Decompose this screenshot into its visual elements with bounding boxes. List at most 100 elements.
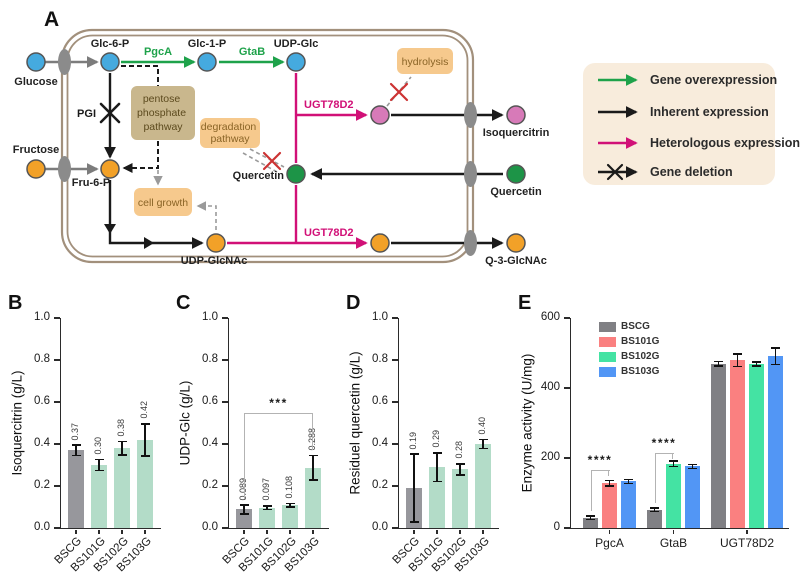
bar (137, 439, 153, 528)
glc6p-node (100, 52, 120, 72)
x-tick-mark (672, 529, 675, 534)
svg-text:Gene deletion: Gene deletion (650, 165, 733, 179)
pentose-box (131, 86, 195, 140)
error-bar-cap (733, 365, 742, 368)
error-bar-cap (650, 507, 659, 509)
fructose-node (26, 159, 46, 179)
x-tick-mark (312, 529, 314, 534)
error-bar-cap (239, 512, 249, 515)
svg-text:hydrolysis: hydrolysis (402, 56, 449, 68)
bar (305, 467, 321, 528)
svg-text:degradation pathway: degradation pathway (201, 121, 259, 145)
svg-text:Quercetin: Quercetin (490, 186, 542, 198)
bar-value-label: 0.42 (139, 401, 149, 419)
panel-b-letter: B (8, 292, 23, 314)
plot-area: 0.089BSCG0.097BS101G0.108BS102G0.288BS10… (221, 318, 329, 572)
degradation-box (200, 118, 260, 148)
y-tick-mark (392, 527, 398, 529)
error-bar-cap (117, 440, 127, 443)
error-bar-cap (478, 438, 488, 441)
y-tick-mark (564, 317, 570, 319)
mid-arrowhead-right (144, 237, 154, 249)
y-tick-label: 0.4 (372, 436, 388, 449)
error-bar-line (459, 462, 461, 476)
svg-text:Heterologous expression: Heterologous expression (650, 136, 800, 150)
error-bar-cap (117, 453, 127, 456)
y-tick-label: 200 (540, 450, 560, 463)
x-tick-mark (121, 529, 123, 534)
bar-value-label: 0.40 (477, 417, 487, 435)
q3glcnac-in-node (370, 233, 390, 253)
bar-value-label: 0.29 (431, 430, 441, 448)
error-bar-cap (771, 347, 780, 349)
group-label: UGT78D2 (719, 536, 775, 550)
significance-bracket (590, 469, 610, 472)
error-bar-cap (94, 469, 104, 472)
legend-deletion-arrow-icon (598, 163, 638, 181)
udpglc-node (286, 52, 306, 72)
error-bar-cap (308, 454, 318, 457)
legend-label-BS101G: BS101G (621, 335, 660, 347)
error-bar-line (413, 453, 415, 523)
significance-bracket (590, 469, 592, 512)
isoquercitrin-out-node (506, 105, 526, 125)
bar-value-label: 0.30 (93, 437, 103, 455)
y-tick-mark (222, 443, 228, 445)
error-bar-cap (714, 360, 723, 363)
legend-label-BS103G: BS103G (621, 365, 660, 377)
udpglc-chart: 0.089BSCG0.097BS101G0.108BS102G0.288BS10… (176, 292, 342, 572)
error-bar-line (75, 444, 77, 457)
y-tick-mark (392, 485, 398, 487)
group-label: PgcA (595, 536, 624, 550)
significance-bracket (654, 452, 674, 455)
y-tick-mark (564, 527, 570, 529)
svg-text:UGT78D2: UGT78D2 (304, 227, 354, 239)
svg-text:UGT78D2: UGT78D2 (304, 99, 354, 111)
significance-bracket (244, 412, 313, 414)
error-bar-line (755, 361, 758, 367)
bar (768, 356, 783, 528)
y-tick-mark (222, 401, 228, 403)
heterologous-expression-arrows (227, 73, 368, 249)
mid-arrowhead-down (104, 224, 116, 234)
error-bar-cap (752, 365, 761, 367)
panel-c-letter: C (176, 292, 191, 314)
error-bar-line (312, 454, 314, 481)
x-tick-mark (75, 529, 77, 534)
error-bar-line (144, 423, 146, 457)
panel-a-letter: A (44, 8, 59, 31)
error-bar-line (482, 438, 484, 450)
error-bar-cap (586, 515, 595, 517)
error-bar-cap (262, 508, 272, 511)
bar (429, 467, 445, 528)
svg-text:Fru-6-P: Fru-6-P (72, 177, 111, 189)
y-tick-mark (54, 443, 60, 445)
error-bar-cap (71, 444, 81, 447)
error-bar-cap (409, 453, 419, 456)
error-bar-line (672, 460, 675, 468)
y-tick-mark (564, 387, 570, 389)
y-tick-mark (392, 359, 398, 361)
bar-value-label: 0.28 (454, 441, 464, 459)
panel-e-letter: E (518, 292, 532, 314)
bar (91, 465, 107, 528)
panel-e: E PgcA GtaB UGT78D2 **** **** BSCG BS101G BS102… (518, 292, 800, 572)
error-bar-cap (733, 353, 742, 355)
y-tick-label: 0.0 (34, 520, 50, 533)
svg-text:Inherent expression: Inherent expression (650, 105, 769, 119)
enzyme-activity-chart: PgcA GtaB UGT78D2 **** **** BSCG BS101G BS102G B… (518, 292, 800, 572)
isoquercitrin-in-node (370, 105, 390, 125)
y-tick-mark (392, 443, 398, 445)
error-bar-cap (771, 363, 780, 366)
error-bar-cap (714, 365, 723, 367)
annotation-boxes: pentose phosphate pathway degradation pa… (131, 48, 453, 216)
y-tick-mark (564, 457, 570, 459)
bar (647, 509, 662, 528)
glucose-node (26, 52, 46, 72)
svg-text:Fructose: Fructose (13, 144, 59, 156)
x-tick-mark (243, 529, 245, 534)
x-tick-mark (98, 529, 100, 534)
legend-swatch-BS102G (599, 352, 616, 362)
error-bar-cap (285, 506, 295, 508)
